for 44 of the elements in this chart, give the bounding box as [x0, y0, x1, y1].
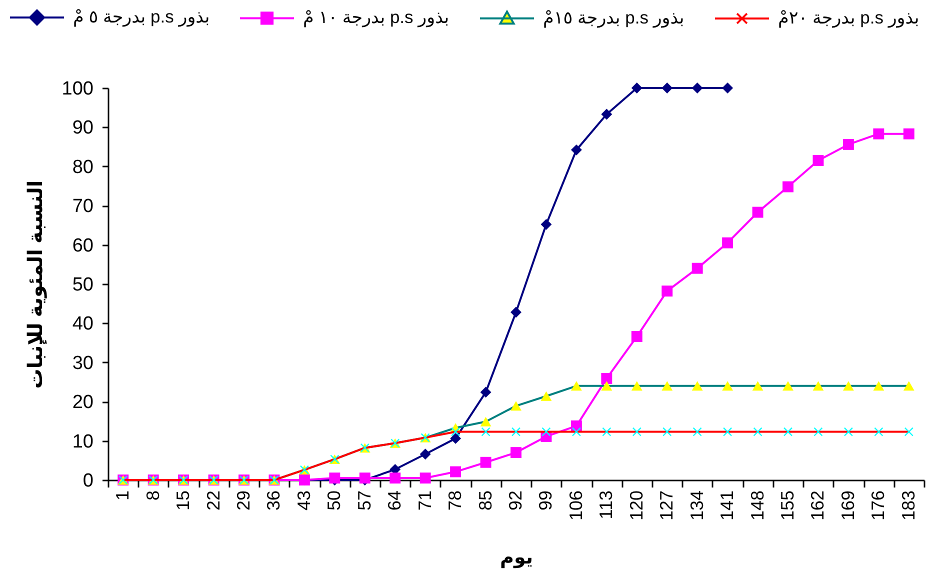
y-tick-label: 80 — [72, 156, 94, 178]
y-tick-label: 0 — [82, 470, 94, 492]
x-tick-label: 92 — [506, 490, 526, 511]
x-tick-label: 36 — [264, 490, 284, 511]
legend-label: بذور p.s بدرجة ١٠ مْ — [303, 7, 450, 28]
x-tick-label: 71 — [414, 490, 435, 511]
legend-label: بذور p.s بدرجة ١٥مْ — [543, 7, 684, 28]
x-axis-title: يوم — [500, 548, 533, 569]
x-tick-label: 120 — [626, 490, 646, 521]
x-tick-label: 29 — [234, 490, 254, 511]
x-tick-label: 113 — [596, 490, 616, 520]
y-tick-label: 100 — [62, 78, 94, 100]
x-tick-label: 106 — [566, 490, 586, 521]
y-tick-label: 60 — [72, 235, 94, 256]
y-tick-label: 40 — [72, 314, 94, 335]
y-tick-label: 20 — [72, 392, 94, 414]
x-tick-label: 1 — [112, 490, 133, 501]
x-tick-label: 134 — [686, 490, 707, 521]
x-tick-label: 148 — [747, 490, 768, 521]
legend-label: بذور p.s بدرجة ٢٠مْ — [778, 8, 920, 29]
x-tick-label: 176 — [868, 490, 888, 521]
y-tick-label: 90 — [72, 118, 94, 139]
x-tick-label: 99 — [536, 490, 556, 511]
x-tick-label: 15 — [173, 490, 194, 511]
x-tick-label: 162 — [808, 490, 828, 521]
x-tick-label: 85 — [475, 490, 496, 511]
x-tick-label: 127 — [656, 490, 677, 521]
x-tick-label: 78 — [445, 490, 466, 511]
x-tick-label: 169 — [838, 490, 858, 521]
x-tick-label: 57 — [354, 490, 374, 511]
x-tick-label: 183 — [898, 490, 918, 521]
y-tick-label: 70 — [72, 196, 94, 218]
y-tick-label: 50 — [72, 274, 94, 296]
x-tick-label: 43 — [294, 490, 314, 511]
legend-label: بذور p.s بدرجة ٥ مْ — [73, 6, 210, 28]
y-tick-label: 10 — [72, 431, 94, 452]
y-axis-title: النسبة المئوية للإنبات — [24, 180, 47, 389]
x-tick-label: 22 — [203, 490, 224, 511]
x-tick-label: 64 — [384, 490, 405, 511]
x-tick-label: 8 — [142, 490, 163, 501]
x-tick-label: 50 — [324, 490, 344, 511]
x-tick-label: 141 — [717, 490, 738, 521]
x-tick-label: 155 — [778, 490, 798, 521]
y-tick-label: 30 — [72, 352, 94, 374]
